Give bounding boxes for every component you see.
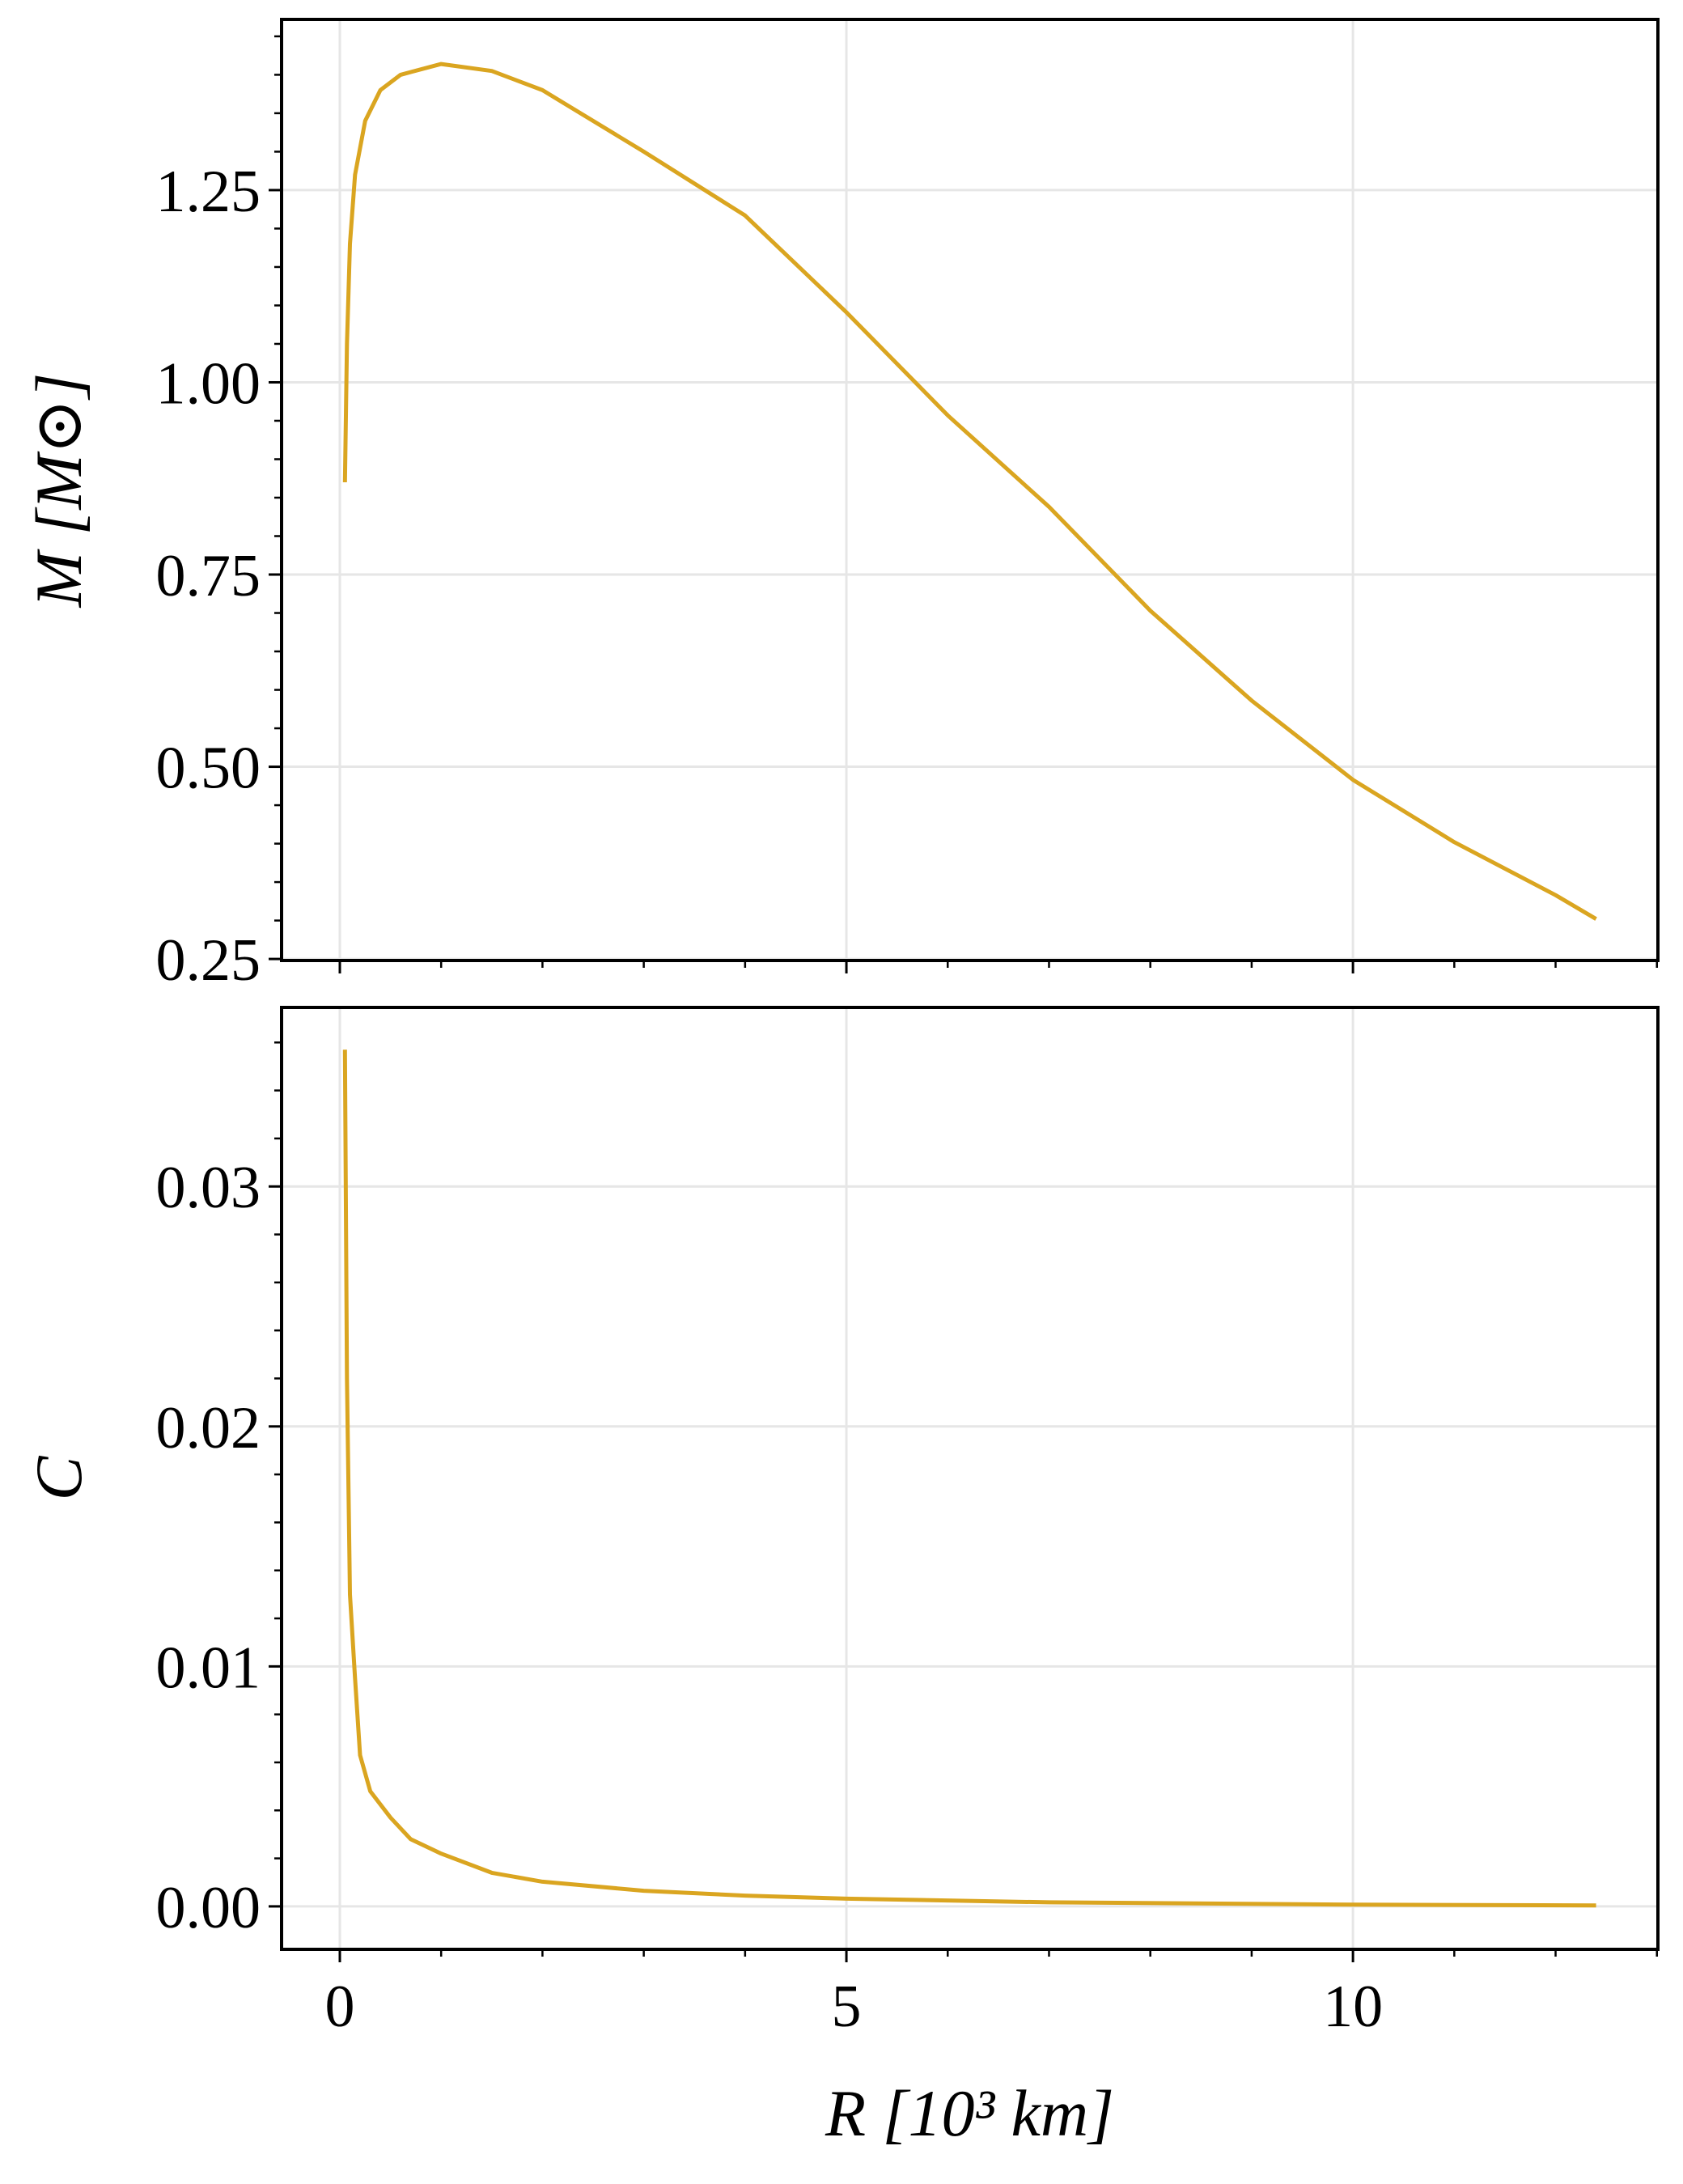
y-tick-label: 1.25 — [156, 159, 261, 225]
y-tick-label: 0.00 — [156, 1875, 261, 1941]
y-axis-label: C — [22, 1455, 95, 1500]
x-tick-label: 5 — [832, 1974, 862, 2040]
y-axis-label: M [M⊙] — [22, 373, 95, 609]
data-line — [342, 61, 1597, 921]
x-axis-label: R [10³ km] — [825, 2076, 1114, 2150]
x-tick-label: 0 — [324, 1974, 354, 2040]
y-tick-label: 0.02 — [156, 1395, 261, 1461]
y-tick-label: 1.00 — [156, 350, 261, 417]
y-tick-label: 0.03 — [156, 1155, 261, 1221]
y-tick-label: 0.01 — [156, 1635, 261, 1701]
y-tick-label: 0.25 — [156, 927, 261, 994]
axes-frame — [280, 18, 1660, 962]
axes-frame — [280, 1006, 1660, 1951]
x-tick-label: 10 — [1323, 1974, 1383, 2040]
y-tick-label: 0.75 — [156, 543, 261, 609]
data-line — [342, 1050, 1596, 1908]
y-tick-label: 0.50 — [156, 736, 261, 802]
